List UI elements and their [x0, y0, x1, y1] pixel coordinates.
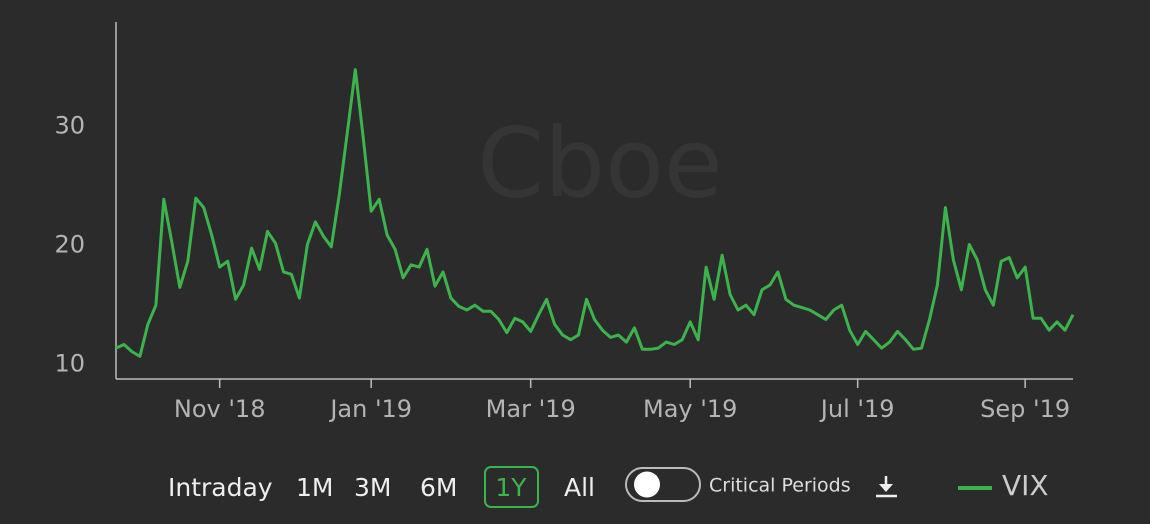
range-button[interactable]: 3M [354, 473, 391, 502]
x-tick-label: May '19 [643, 395, 737, 423]
watermark: Cboe [477, 107, 723, 219]
y-tick-label: 10 [54, 350, 85, 378]
range-button-selected [484, 466, 539, 508]
x-tick-label: Jul '19 [819, 395, 895, 423]
toggle-label: Critical Periods [709, 475, 851, 497]
range-button[interactable]: Intraday [168, 473, 273, 502]
range-button[interactable]: All [564, 473, 595, 502]
x-tick-label: Mar '19 [486, 395, 576, 423]
download-icon[interactable] [876, 476, 897, 498]
range-button[interactable]: 6M [420, 473, 457, 502]
toggle-knob [634, 471, 660, 498]
range-button[interactable]: 1Y [495, 473, 527, 502]
y-tick-label: 20 [54, 231, 85, 259]
x-tick-label: Jan '19 [328, 395, 412, 423]
series-line [115, 68, 1075, 358]
y-tick-label: 30 [54, 112, 85, 140]
range-button[interactable]: 1M [296, 473, 333, 502]
x-tick-label: Nov '18 [174, 395, 266, 423]
x-tick-label: Sep '19 [980, 395, 1070, 423]
legend-label: VIX [1002, 469, 1049, 502]
